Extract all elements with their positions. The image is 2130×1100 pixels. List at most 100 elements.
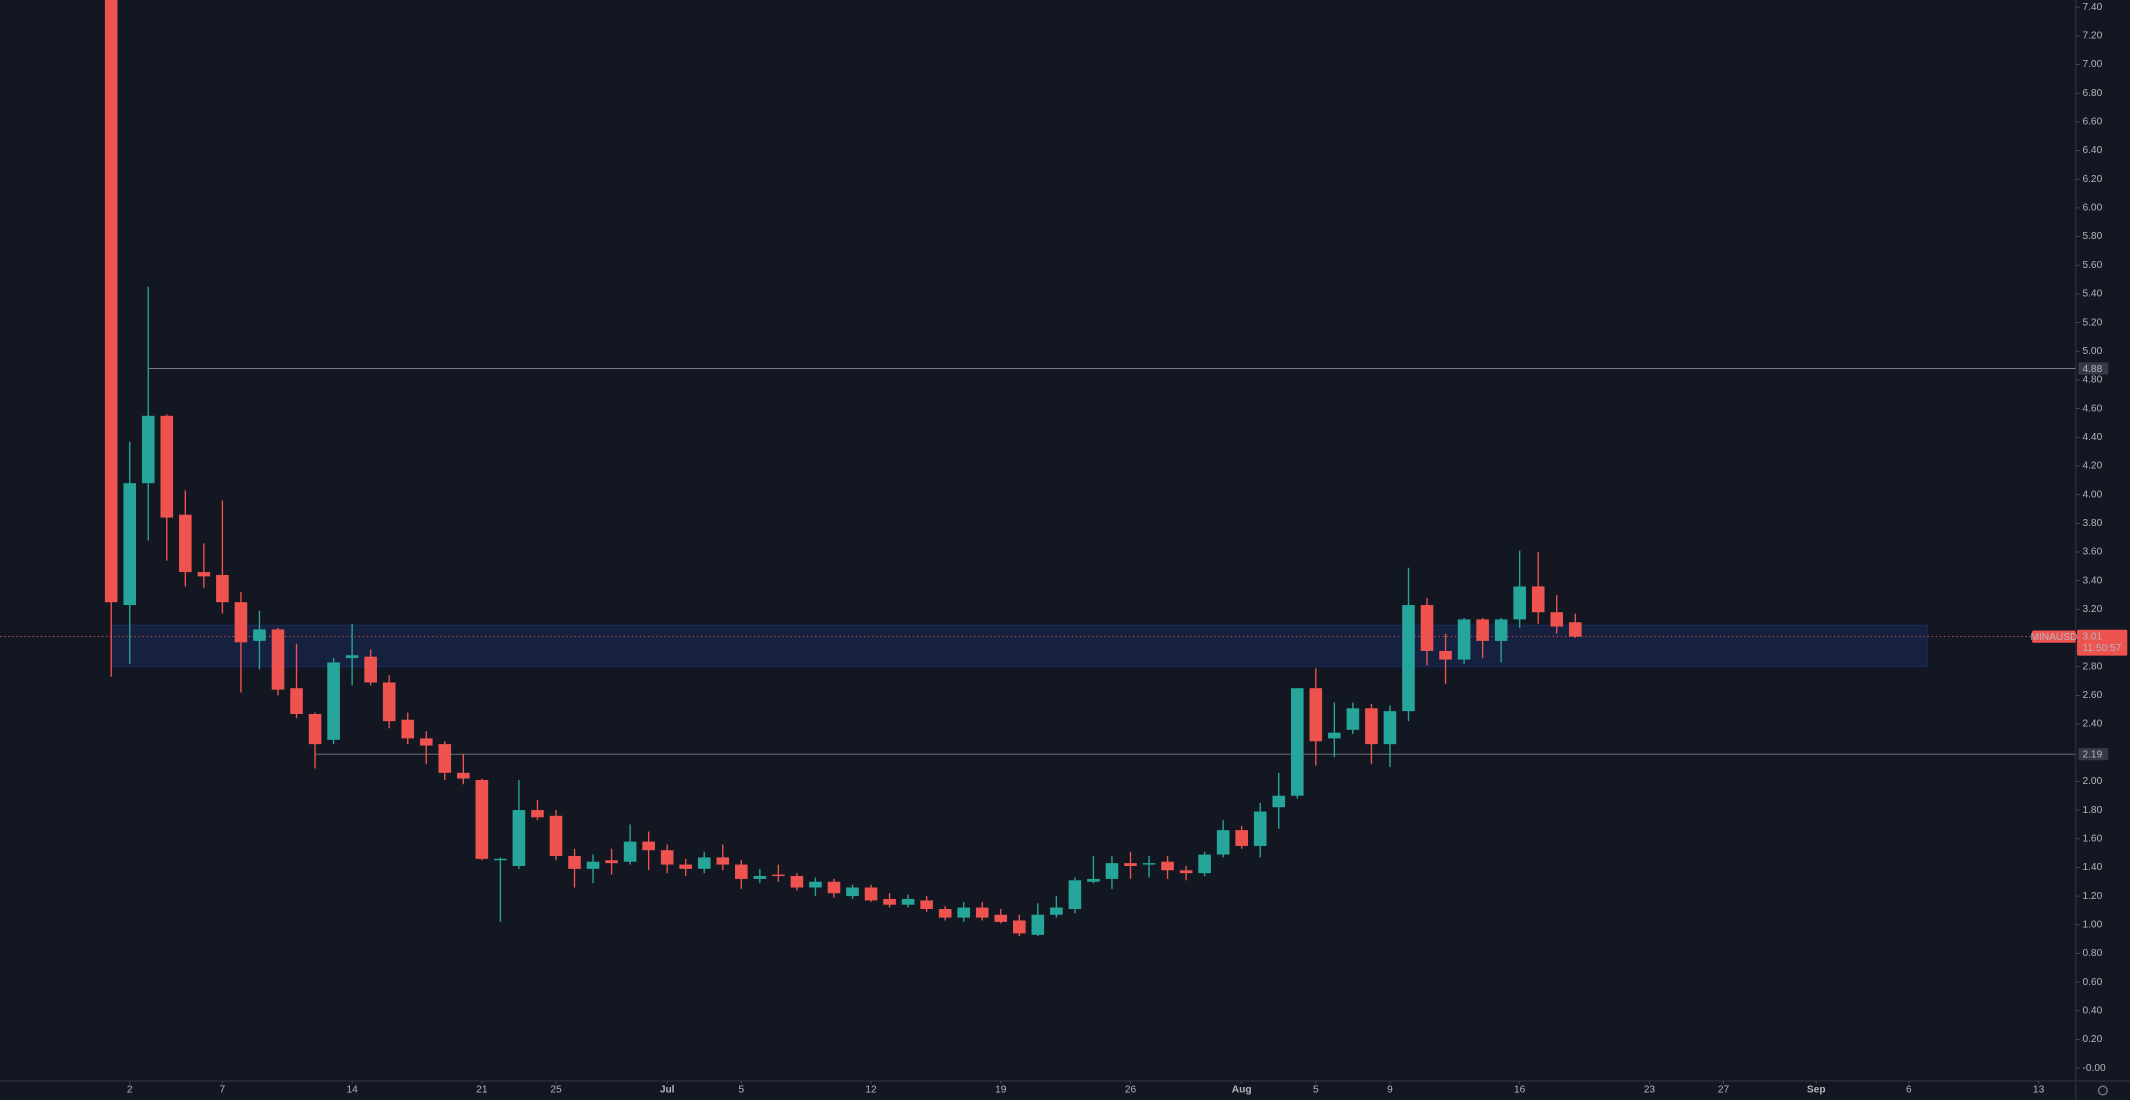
y-tick-label: 5.00 xyxy=(2082,346,2102,357)
x-tick-label: 23 xyxy=(1644,1085,1656,1096)
settings-gear[interactable] xyxy=(2097,1085,2108,1096)
x-tick-label: 21 xyxy=(476,1085,488,1096)
candle-body xyxy=(697,857,711,869)
x-tick-label: 14 xyxy=(346,1085,358,1096)
candle-body xyxy=(253,629,266,641)
y-tick-label: 4.00 xyxy=(2082,489,2102,500)
y-tick-label: 3.20 xyxy=(2082,604,2102,615)
candle-body xyxy=(290,688,303,715)
candle-body xyxy=(104,0,118,603)
candle-body xyxy=(327,662,340,740)
x-tick-label: 2 xyxy=(127,1085,133,1096)
y-tick-label: 5.80 xyxy=(2082,231,2102,242)
y-tick-label: 1.80 xyxy=(2082,805,2102,816)
candle-body xyxy=(401,719,415,739)
y-tick-label: 2.80 xyxy=(2082,661,2102,672)
x-tick-label: 13 xyxy=(2033,1085,2045,1096)
candle-body xyxy=(1272,795,1286,808)
x-tick-label: 5 xyxy=(738,1085,744,1096)
candle-body xyxy=(938,909,952,918)
candle-body xyxy=(1012,920,1026,934)
candle-body xyxy=(864,887,878,901)
candle-body xyxy=(1346,708,1360,730)
candle-body xyxy=(1457,619,1471,660)
candle-body xyxy=(271,629,285,690)
x-tick-label: 9 xyxy=(1387,1085,1393,1096)
candle-body xyxy=(809,881,822,888)
candle-body xyxy=(512,810,526,866)
horizontal-line-label-bg xyxy=(2078,748,2109,761)
candle-body xyxy=(1216,830,1230,855)
y-tick-label: 1.20 xyxy=(2082,891,2102,902)
y-tick-label: 6.80 xyxy=(2082,88,2102,99)
candle-body xyxy=(457,772,470,779)
countdown-label: 11:50:57 xyxy=(2082,643,2121,654)
y-tick-label: -0.00 xyxy=(2082,1063,2106,1074)
horizontal-line-label-bg xyxy=(2078,362,2109,375)
y-tick-label: 4.40 xyxy=(2082,432,2102,443)
candle-body xyxy=(1253,811,1267,846)
candle-body xyxy=(531,810,544,818)
x-tick-label: 12 xyxy=(865,1085,877,1096)
x-tick-label: Sep xyxy=(1807,1085,1826,1096)
zone xyxy=(110,624,1928,668)
candle-body xyxy=(382,682,396,722)
candle-body xyxy=(438,744,452,773)
candle-body xyxy=(234,602,248,643)
y-tick-label: 4.60 xyxy=(2082,403,2102,414)
candle-body xyxy=(419,738,433,746)
candle-body xyxy=(216,574,229,603)
candle-body xyxy=(549,815,563,856)
y-tick-label: 7.20 xyxy=(2082,31,2102,42)
y-tick-label: 3.60 xyxy=(2082,547,2102,558)
settings-icon[interactable] xyxy=(2097,1085,2108,1096)
x-tick-label: 19 xyxy=(995,1085,1007,1096)
x-tick-label: 27 xyxy=(1718,1085,1730,1096)
x-tick-label: 25 xyxy=(550,1085,562,1096)
candle-body xyxy=(716,857,730,865)
candle-body xyxy=(1087,878,1100,882)
x-tick-label: Aug xyxy=(1232,1085,1252,1096)
y-tick-label: 6.60 xyxy=(2082,117,2102,128)
candle-body xyxy=(1494,619,1508,641)
y-tick-label: 2.40 xyxy=(2082,719,2102,730)
candle-body xyxy=(679,864,693,869)
candle-body xyxy=(179,514,192,573)
candle-body xyxy=(1513,586,1526,620)
candle-body xyxy=(642,841,655,851)
y-tick-label: 1.00 xyxy=(2082,919,2102,930)
candle-body xyxy=(660,850,674,865)
candle-body xyxy=(920,900,933,910)
candle-body xyxy=(197,572,211,577)
candle-body xyxy=(994,914,1008,922)
candle-body xyxy=(1105,863,1119,879)
y-tick-label: 0.20 xyxy=(2082,1034,2102,1045)
horizontal-line-label: 2.19 xyxy=(2082,750,2102,761)
candle-body xyxy=(123,483,137,606)
candle-body xyxy=(1142,863,1156,865)
candle-body xyxy=(1068,880,1082,910)
candle-body xyxy=(586,861,600,869)
candle-body xyxy=(846,887,859,897)
candle-body xyxy=(957,907,971,918)
candle-body xyxy=(141,415,155,484)
y-tick-label: 6.00 xyxy=(2082,203,2102,214)
y-tick-label: 5.60 xyxy=(2082,260,2102,271)
candle-body xyxy=(772,874,785,877)
candle-body xyxy=(1290,688,1304,796)
candle-body xyxy=(605,860,618,864)
y-tick-label: 6.40 xyxy=(2082,145,2102,156)
candle-body xyxy=(1031,914,1045,935)
candle-body xyxy=(494,858,507,861)
candle-body xyxy=(1383,711,1397,745)
candle-body xyxy=(568,855,581,869)
candle-body xyxy=(1309,688,1323,742)
symbol-label-bg xyxy=(2032,630,2076,643)
candle-body xyxy=(827,881,841,894)
candle-body xyxy=(308,714,322,745)
last-price-label: 3.01 xyxy=(2082,631,2102,642)
y-tick-label: 2.00 xyxy=(2082,776,2102,787)
